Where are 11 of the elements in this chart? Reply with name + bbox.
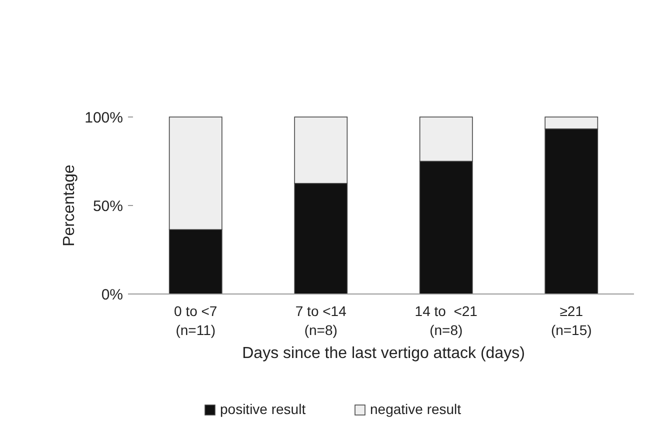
legend-label: positive result (220, 401, 306, 417)
legend-label: negative result (370, 401, 462, 417)
y-axis-title: Percentage (61, 164, 78, 246)
x-tick-label: 0 to <7 (n=11) (174, 303, 218, 338)
y-tick-label: 100% (84, 109, 123, 126)
x-tick-label: ≥21 (n=15) (550, 303, 592, 338)
x-tick-label: 14 to <21 (n=8) (414, 303, 478, 338)
y-tick-label: 50% (92, 198, 123, 215)
x-tick-label: 7 to <14 (n=8) (295, 303, 347, 338)
y-tick-label: 0% (101, 286, 123, 304)
x-axis-title: Days since the last vertigo attack (days) (242, 345, 525, 362)
